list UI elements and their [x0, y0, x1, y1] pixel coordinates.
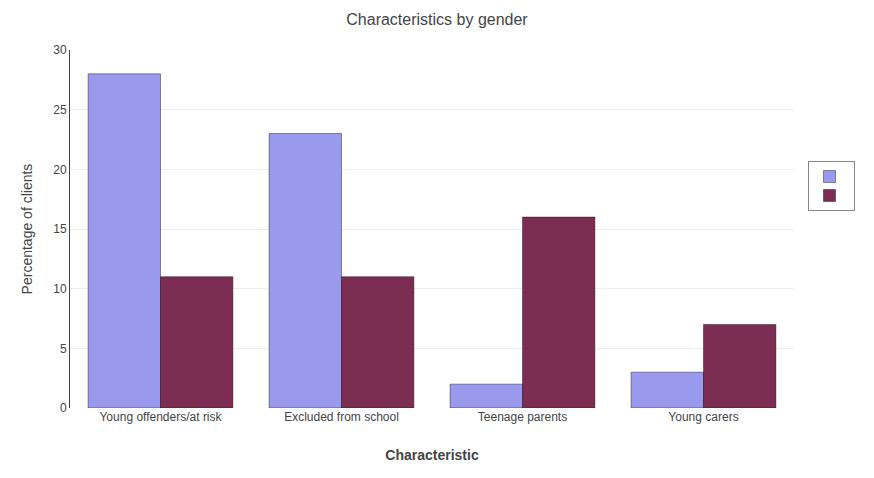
svg-text:25: 25: [53, 103, 67, 117]
svg-text:0: 0: [60, 401, 67, 415]
svg-text:Young offenders/at risk: Young offenders/at risk: [99, 410, 222, 424]
svg-text:15: 15: [53, 222, 67, 236]
svg-text:Teenage parents: Teenage parents: [478, 410, 567, 424]
svg-text:Characteristic: Characteristic: [385, 447, 479, 463]
svg-text:Excluded from school: Excluded from school: [284, 410, 399, 424]
svg-text:20: 20: [53, 163, 67, 177]
svg-text:Young carers: Young carers: [668, 410, 738, 424]
svg-text:10: 10: [53, 282, 67, 296]
svg-text:Characteristics by gender: Characteristics by gender: [346, 11, 528, 28]
svg-text:30: 30: [53, 43, 67, 57]
svg-text:5: 5: [60, 342, 67, 356]
svg-text:Percentage of clients: Percentage of clients: [19, 164, 35, 295]
